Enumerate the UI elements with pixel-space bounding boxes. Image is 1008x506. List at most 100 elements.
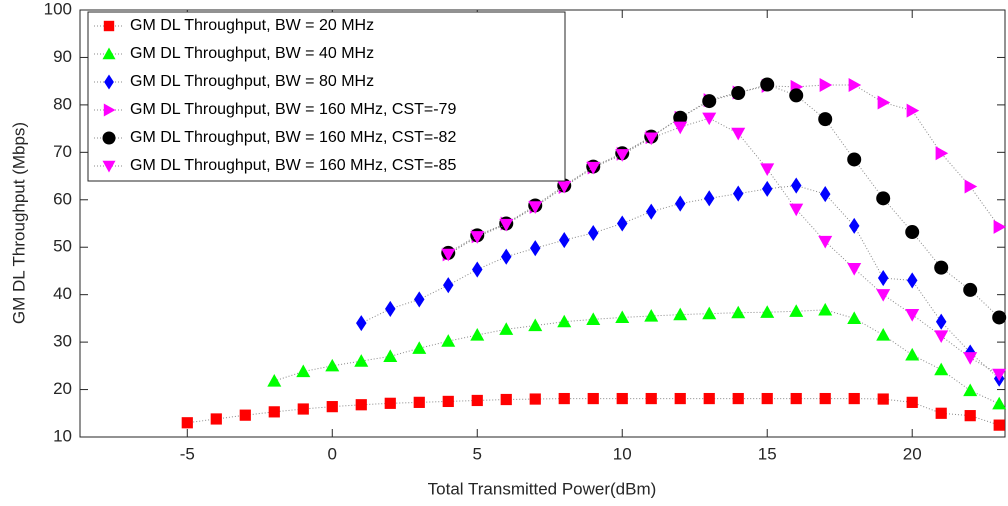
data-point bbox=[645, 392, 657, 405]
data-point bbox=[587, 224, 599, 242]
data-point bbox=[760, 77, 775, 92]
data-point bbox=[963, 383, 978, 397]
x-tick-label: 0 bbox=[328, 444, 337, 463]
legend-marker bbox=[103, 20, 115, 32]
data-point bbox=[906, 272, 918, 289]
y-tick-label: 90 bbox=[53, 47, 72, 66]
x-tick-label: 20 bbox=[903, 444, 922, 463]
data-point bbox=[993, 219, 1007, 234]
data-point bbox=[529, 393, 541, 405]
legend-marker bbox=[102, 131, 116, 145]
data-point bbox=[645, 203, 657, 220]
y-tick-label: 100 bbox=[44, 0, 72, 18]
legend-label: GM DL Throughput, BW = 160 MHz, CST=-79 bbox=[130, 101, 456, 118]
legend-marker bbox=[103, 103, 116, 117]
data-point bbox=[558, 392, 570, 405]
data-point bbox=[935, 146, 949, 161]
legend-marker bbox=[104, 74, 114, 90]
legend: GM DL Throughput, BW = 20 MHz GM DL Throu… bbox=[87, 11, 566, 182]
data-point bbox=[673, 307, 688, 321]
data-point bbox=[530, 240, 541, 257]
x-axis-label: Total Transmitted Power(dBm) bbox=[428, 479, 657, 498]
x-tick-label: 5 bbox=[473, 444, 482, 463]
data-point bbox=[644, 132, 659, 146]
data-point bbox=[442, 395, 454, 408]
data-point bbox=[876, 289, 891, 302]
data-point bbox=[906, 103, 920, 118]
data-point bbox=[731, 305, 746, 319]
legend-label: GM DL Throughput, BW = 40 MHz bbox=[130, 45, 374, 62]
data-point bbox=[673, 121, 688, 135]
legend-label: GM DL Throughput, BW = 20 MHz bbox=[130, 17, 374, 34]
data-point bbox=[818, 235, 833, 249]
data-point bbox=[354, 354, 369, 367]
data-point bbox=[905, 225, 920, 240]
data-point bbox=[702, 94, 717, 109]
data-point bbox=[964, 179, 978, 194]
data-point bbox=[847, 311, 862, 324]
data-point bbox=[819, 392, 831, 405]
data-point bbox=[992, 310, 1007, 325]
data-point bbox=[935, 407, 947, 419]
data-point bbox=[501, 248, 512, 265]
data-point bbox=[964, 410, 976, 422]
data-point bbox=[441, 248, 456, 262]
data-point bbox=[326, 401, 338, 413]
y-tick-label: 40 bbox=[53, 284, 72, 303]
data-point bbox=[267, 374, 282, 387]
data-point bbox=[906, 396, 918, 408]
y-tick-label: 10 bbox=[53, 426, 72, 445]
data-point bbox=[239, 409, 251, 421]
data-point bbox=[876, 191, 891, 206]
data-point bbox=[616, 392, 628, 405]
data-point bbox=[935, 313, 947, 330]
data-point bbox=[470, 327, 485, 341]
data-point bbox=[818, 112, 833, 127]
legend-label: GM DL Throughput, BW = 160 MHz, CST=-82 bbox=[130, 129, 456, 146]
data-point bbox=[992, 368, 1007, 382]
y-tick-label: 20 bbox=[53, 379, 72, 398]
data-point bbox=[441, 334, 456, 347]
data-point bbox=[500, 393, 512, 406]
data-point bbox=[993, 419, 1005, 431]
data-point bbox=[499, 218, 514, 232]
data-point bbox=[557, 314, 572, 328]
data-point bbox=[557, 180, 572, 194]
data-point bbox=[443, 277, 454, 294]
data-point bbox=[731, 86, 746, 101]
data-point bbox=[615, 149, 630, 162]
data-point bbox=[587, 392, 599, 405]
data-point bbox=[847, 262, 862, 276]
data-point bbox=[819, 186, 831, 203]
legend-label: GM DL Throughput, BW = 80 MHz bbox=[130, 73, 374, 90]
data-point bbox=[673, 110, 688, 125]
data-point bbox=[356, 315, 367, 332]
y-tick-label: 70 bbox=[53, 142, 72, 161]
y-tick-label: 80 bbox=[53, 94, 72, 113]
y-tick-label: 60 bbox=[53, 189, 72, 208]
x-tick-label: 15 bbox=[758, 444, 777, 463]
data-point bbox=[644, 309, 659, 322]
data-point bbox=[789, 203, 804, 217]
data-point bbox=[413, 396, 425, 408]
series-line bbox=[361, 185, 1000, 380]
legend-box bbox=[87, 11, 566, 182]
data-point bbox=[586, 161, 601, 175]
data-point bbox=[905, 347, 920, 361]
data-point bbox=[731, 127, 746, 141]
series-line bbox=[274, 309, 1000, 405]
data-point bbox=[414, 291, 425, 308]
data-point bbox=[760, 163, 775, 176]
data-point bbox=[819, 77, 833, 92]
data-point bbox=[703, 190, 715, 207]
data-point bbox=[848, 217, 860, 234]
data-point bbox=[355, 399, 367, 411]
data-point bbox=[296, 364, 311, 378]
data-point bbox=[934, 260, 949, 275]
y-tick-label: 30 bbox=[53, 332, 72, 351]
data-point bbox=[877, 393, 889, 405]
data-point bbox=[674, 195, 686, 212]
data-point bbox=[703, 392, 715, 405]
data-point bbox=[877, 95, 891, 110]
